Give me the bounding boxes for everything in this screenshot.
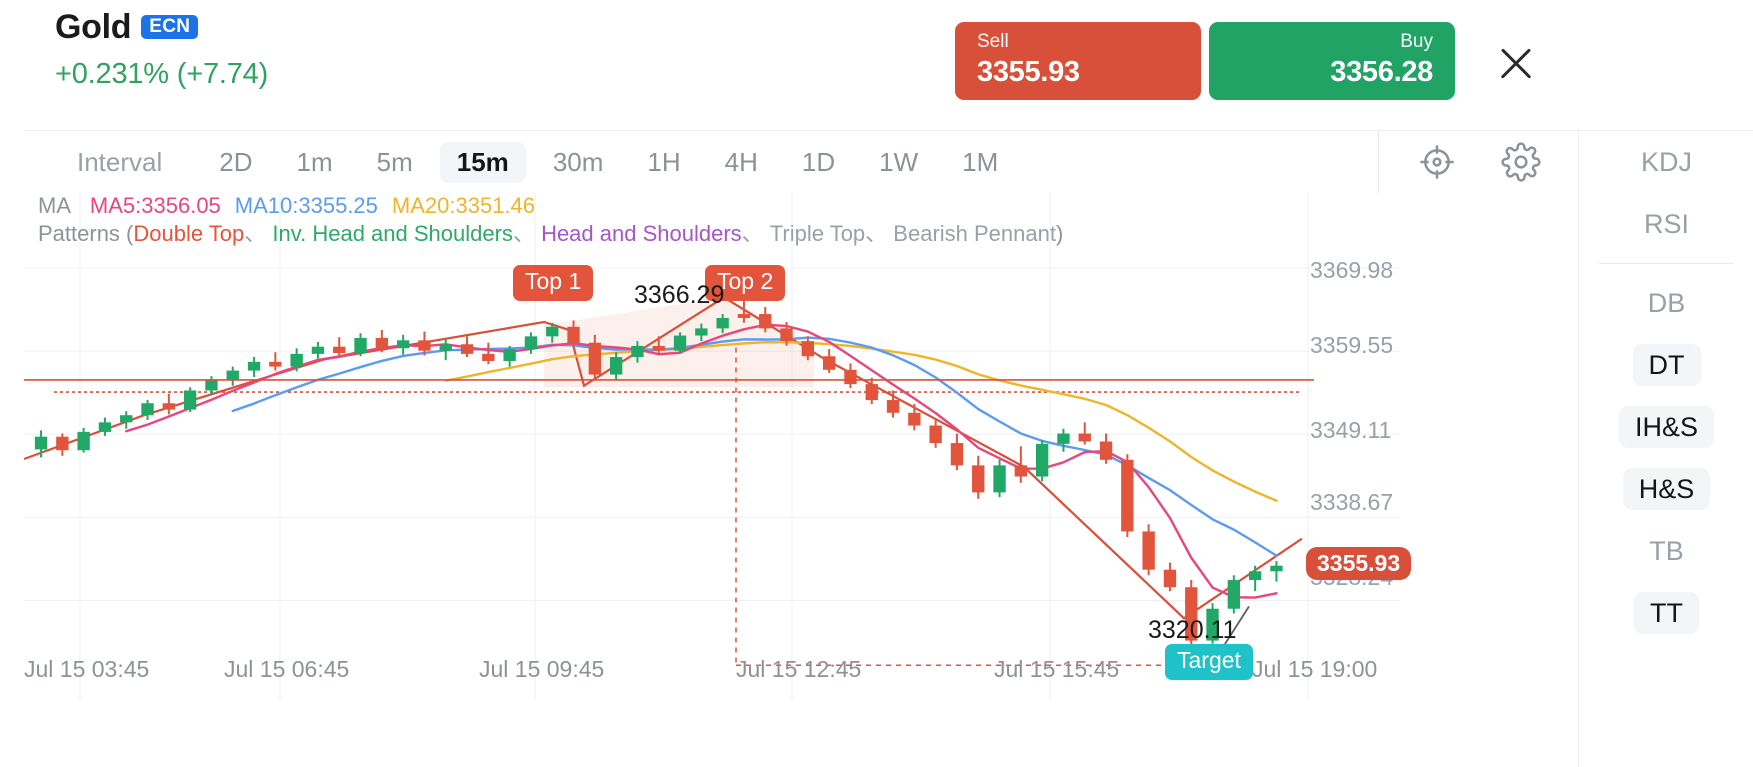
sell-label: Sell — [977, 31, 1009, 52]
sidebar-item-label: DB — [1647, 287, 1686, 318]
candles — [34, 297, 1283, 646]
interval-tabs: Interval 2D 1m 5m 15m 30m 1H 4H 1D 1W 1M — [24, 130, 1377, 193]
peak-price-label: 3366.29 — [634, 281, 725, 309]
patterns-legend-row: Patterns (Double Top、 Inv. Head and Shou… — [38, 220, 1063, 248]
pattern-separator: 、 — [865, 221, 894, 246]
candlestick-chart[interactable]: MA MA5:3356.05 MA10:3355.25 MA20:3351.46 P… — [24, 192, 1400, 766]
price-tick-0: 3369.98 — [1310, 257, 1394, 283]
sidebar-item-label: H&S — [1622, 467, 1711, 511]
chart-legend: MA MA5:3356.05 MA10:3355.25 MA20:3351.46 P… — [38, 192, 1063, 248]
pattern-legend-head-and-shoulders[interactable]: Head and Shoulders — [541, 221, 742, 246]
chart-tools — [1378, 130, 1579, 193]
time-tick-0: Jul 15 03:45 — [24, 656, 150, 682]
sell-button[interactable]: Sell 3355.93 — [955, 22, 1201, 100]
sidebar-item-dt[interactable]: DT — [1579, 334, 1753, 396]
interval-tab-30m[interactable]: 30m — [552, 146, 604, 177]
indicator-sidebar: KDJ RSI DB DT IH&S H&S TB TT — [1578, 130, 1753, 767]
ma-legend-ma20: MA20:3351.46 — [391, 193, 536, 218]
price-change: +0.231% (+7.74) — [55, 58, 269, 90]
interval-label: Interval — [77, 146, 163, 177]
close-icon[interactable] — [1490, 40, 1542, 86]
sidebar-item-label: DT — [1632, 343, 1701, 387]
sidebar-item-tt[interactable]: TT — [1579, 582, 1753, 644]
pattern-separator: 、 — [512, 221, 542, 246]
time-tick-4: Jul 15 15:45 — [994, 656, 1120, 682]
pattern-legend-inv-head-and-shoulders[interactable]: Inv. Head and Shoulders — [272, 221, 513, 246]
target-label: Target — [1165, 644, 1253, 680]
ma-legend-title: MA — [38, 193, 70, 218]
interval-tab-15m[interactable]: 15m — [439, 141, 526, 183]
chart-canvas — [24, 192, 1400, 700]
price-tick-1: 3359.55 — [1310, 332, 1394, 358]
top2-marker: Top 2 — [705, 265, 786, 301]
top1-marker: Top 1 — [513, 265, 594, 301]
gear-icon[interactable] — [1501, 142, 1541, 182]
pattern-legend-bearish-pennant[interactable]: Bearish Pennant — [893, 221, 1056, 246]
ma-legend-ma10: MA10:3355.25 — [234, 193, 378, 218]
sidebar-item-label: KDJ — [1640, 146, 1692, 177]
interval-tab-2d[interactable]: 2D — [219, 146, 253, 177]
interval-tab-5m[interactable]: 5m — [376, 146, 413, 177]
ma-legend-ma5: MA5:3356.05 — [89, 193, 221, 218]
interval-tab-1w[interactable]: 1W — [879, 146, 919, 177]
buy-price: 3356.28 — [1330, 55, 1433, 88]
sell-price: 3355.93 — [977, 55, 1080, 88]
interval-tab-1h[interactable]: 1H — [647, 146, 681, 177]
sidebar-item-kdj[interactable]: KDJ — [1579, 131, 1753, 193]
top2-label: Top 2 — [705, 265, 786, 301]
sidebar-item-hs[interactable]: H&S — [1579, 458, 1753, 520]
price-tick-3: 3338.67 — [1310, 489, 1394, 515]
sidebar-divider — [1599, 263, 1734, 264]
header-bar: Gold ECN +0.231% (+7.74) Sell 3355.93 Bu… — [0, 0, 1753, 130]
pattern-legend-double-top[interactable]: Double Top — [133, 221, 245, 246]
sidebar-item-label: TT — [1634, 591, 1699, 635]
sidebar-item-label: IH&S — [1618, 405, 1715, 449]
pattern-separator: 、 — [741, 221, 770, 246]
ma-legend-row: MA MA5:3356.05 MA10:3355.25 MA20:3351.46 — [38, 192, 1063, 220]
sidebar-item-db[interactable]: DB — [1579, 272, 1753, 334]
interval-tab-4h[interactable]: 4H — [724, 146, 758, 177]
time-tick-3: Jul 15 12:45 — [736, 656, 862, 682]
time-axis: Jul 15 03:45 Jul 15 06:45 Jul 15 09:45 Jul … — [24, 640, 1400, 700]
symbol-block: Gold ECN +0.231% (+7.74) — [55, 10, 268, 89]
pattern-overlays — [24, 296, 1303, 666]
sidebar-item-ihs[interactable]: IH&S — [1579, 396, 1753, 458]
page-title: Gold — [55, 8, 132, 46]
interval-tab-1m[interactable]: 1m — [296, 146, 333, 177]
buy-label: Buy — [1400, 31, 1433, 52]
target-price-label: 3320.11 — [1148, 616, 1237, 644]
pattern-legend-triple-top[interactable]: Triple Top — [769, 221, 866, 246]
time-tick-5: Jul 15 19:00 — [1252, 656, 1378, 682]
target-marker: Target — [1165, 644, 1253, 680]
patterns-legend-close: ) — [1055, 221, 1064, 246]
time-tick-1: Jul 15 06:45 — [224, 656, 350, 682]
time-tick-2: Jul 15 09:45 — [479, 656, 605, 682]
sidebar-item-label: RSI — [1643, 208, 1689, 239]
sidebar-item-label: TB — [1649, 535, 1684, 566]
venue-badge: ECN — [141, 15, 199, 39]
interval-tab-1d[interactable]: 1D — [801, 146, 836, 177]
sidebar-item-rsi[interactable]: RSI — [1579, 193, 1753, 255]
price-tick-2: 3349.11 — [1310, 417, 1392, 443]
buy-button[interactable]: Buy 3356.28 — [1209, 22, 1455, 100]
patterns-legend-title: Patterns ( — [38, 221, 134, 246]
top1-label: Top 1 — [513, 265, 594, 301]
sidebar-item-tb[interactable]: TB — [1579, 520, 1753, 582]
current-price-badge: 3355.93 — [1306, 547, 1412, 580]
pattern-separator: 、 — [244, 221, 273, 246]
interval-tab-1m[interactable]: 1M — [962, 146, 999, 177]
crosshair-icon[interactable] — [1417, 142, 1457, 182]
